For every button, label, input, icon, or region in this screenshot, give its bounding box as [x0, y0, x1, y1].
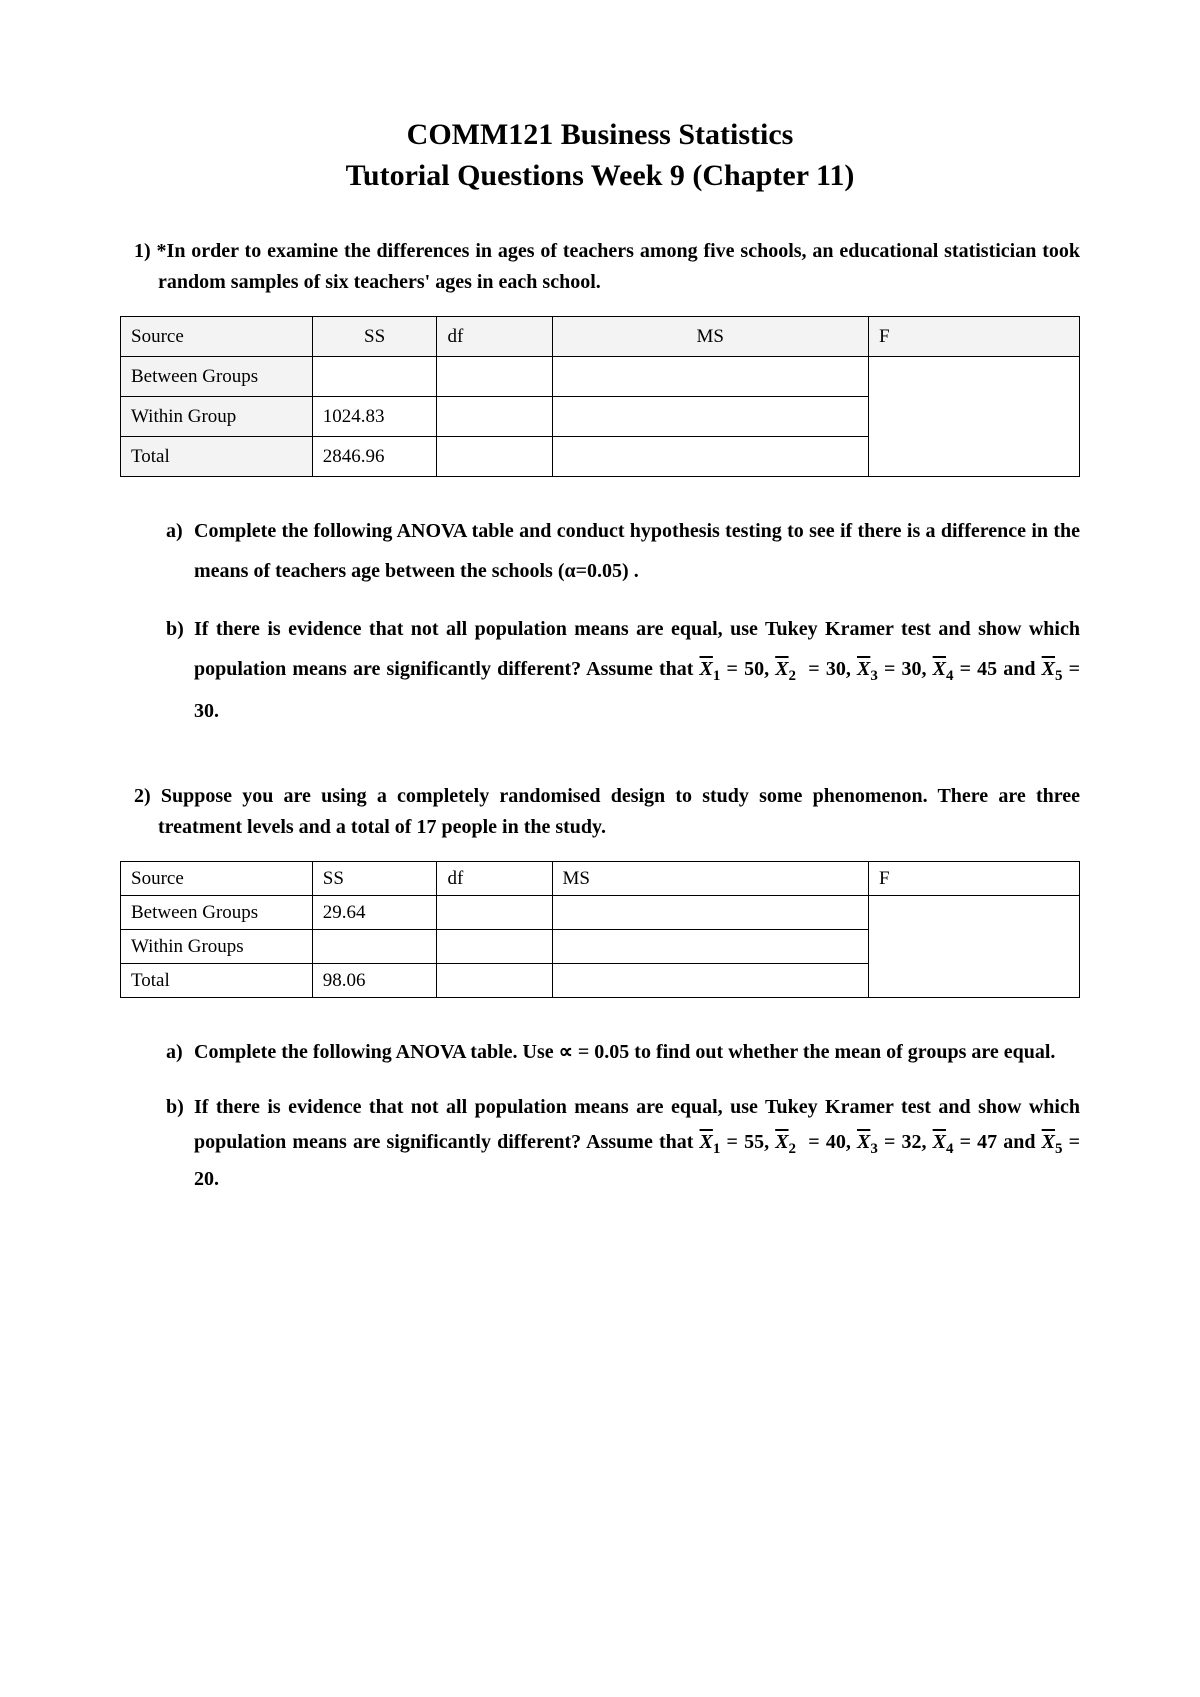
- cell-ss: 98.06: [312, 964, 437, 998]
- q2-number: 2): [134, 785, 151, 807]
- cell-label: Within Group: [121, 397, 313, 437]
- part-marker: b): [166, 1090, 194, 1125]
- cell-ss: 2846.96: [312, 437, 437, 477]
- table-header-row: Source SS df MS F: [121, 317, 1080, 357]
- cell-ms: [552, 437, 868, 477]
- x1: 55: [744, 1131, 764, 1153]
- cell-df: [437, 437, 552, 477]
- q1-stem: 1) *In order to examine the differences …: [120, 236, 1080, 298]
- q2-part-b: b)If there is evidence that not all popu…: [194, 1090, 1080, 1197]
- cell-df: [437, 930, 552, 964]
- q2-part-a: a)Complete the following ANOVA table. Us…: [194, 1032, 1080, 1072]
- x1: 50: [744, 658, 764, 680]
- col-ss: SS: [312, 862, 437, 896]
- x5: 20: [194, 1168, 214, 1190]
- cell-df: [437, 357, 552, 397]
- title-block: COMM121 Business Statistics Tutorial Que…: [210, 115, 990, 196]
- q1-part-b: b)If there is evidence that not all popu…: [194, 609, 1080, 731]
- part-marker: a): [166, 511, 194, 551]
- cell-f: [869, 357, 1080, 477]
- title-line-1: COMM121 Business Statistics: [210, 115, 990, 156]
- x2: 30: [826, 658, 846, 680]
- question-2: 2) Suppose you are using a completely ra…: [120, 781, 1080, 843]
- cell-ss: 29.64: [312, 896, 437, 930]
- title-line-2: Tutorial Questions Week 9 (Chapter 11): [210, 156, 990, 197]
- cell-df: [437, 397, 552, 437]
- cell-ss: [312, 357, 437, 397]
- part-marker: b): [166, 609, 194, 649]
- q1-part-a-text: Complete the following ANOVA table and c…: [194, 520, 1080, 582]
- cell-label: Within Groups: [121, 930, 313, 964]
- q2-stem: 2) Suppose you are using a completely ra…: [120, 781, 1080, 843]
- q1-number: 1): [134, 240, 151, 262]
- q2-stem-text: Suppose you are using a completely rando…: [158, 785, 1080, 838]
- cell-ms: [552, 930, 868, 964]
- cell-label: Total: [121, 964, 313, 998]
- col-ss: SS: [312, 317, 437, 357]
- x3: 32: [902, 1131, 922, 1153]
- cell-ms: [552, 896, 868, 930]
- x2: 40: [826, 1131, 846, 1153]
- q2-subparts: a)Complete the following ANOVA table. Us…: [120, 1032, 1080, 1197]
- q1-subparts: a)Complete the following ANOVA table and…: [120, 511, 1080, 731]
- col-ms: MS: [552, 317, 868, 357]
- cell-ss: [312, 930, 437, 964]
- cell-df: [437, 964, 552, 998]
- cell-df: [437, 896, 552, 930]
- col-df: df: [437, 862, 552, 896]
- col-f: F: [869, 862, 1080, 896]
- cell-ms: [552, 357, 868, 397]
- q2-part-a-text: Complete the following ANOVA table. Use …: [194, 1041, 1055, 1063]
- q1-part-a: a)Complete the following ANOVA table and…: [194, 511, 1080, 591]
- cell-label: Total: [121, 437, 313, 477]
- cell-label: Between Groups: [121, 357, 313, 397]
- cell-label: Between Groups: [121, 896, 313, 930]
- q2-anova-table: Source SS df MS F Between Groups 29.64 W…: [120, 861, 1080, 998]
- table-row: Between Groups: [121, 357, 1080, 397]
- cell-ms: [552, 397, 868, 437]
- q1-anova-table: Source SS df MS F Between Groups Within …: [120, 316, 1080, 477]
- cell-ss: 1024.83: [312, 397, 437, 437]
- table-header-row: Source SS df MS F: [121, 862, 1080, 896]
- cell-ms: [552, 964, 868, 998]
- table-row: Between Groups 29.64: [121, 896, 1080, 930]
- col-ms: MS: [552, 862, 868, 896]
- part-marker: a): [166, 1032, 194, 1072]
- q1-stem-text: *In order to examine the differences in …: [157, 240, 1080, 293]
- col-source: Source: [121, 317, 313, 357]
- x3: 30: [902, 658, 922, 680]
- cell-f: [869, 896, 1080, 998]
- col-f: F: [869, 317, 1080, 357]
- col-source: Source: [121, 862, 313, 896]
- x5: 30: [194, 700, 214, 722]
- x4: 47: [977, 1131, 997, 1153]
- col-df: df: [437, 317, 552, 357]
- question-1: 1) *In order to examine the differences …: [120, 236, 1080, 298]
- x4: 45: [977, 658, 997, 680]
